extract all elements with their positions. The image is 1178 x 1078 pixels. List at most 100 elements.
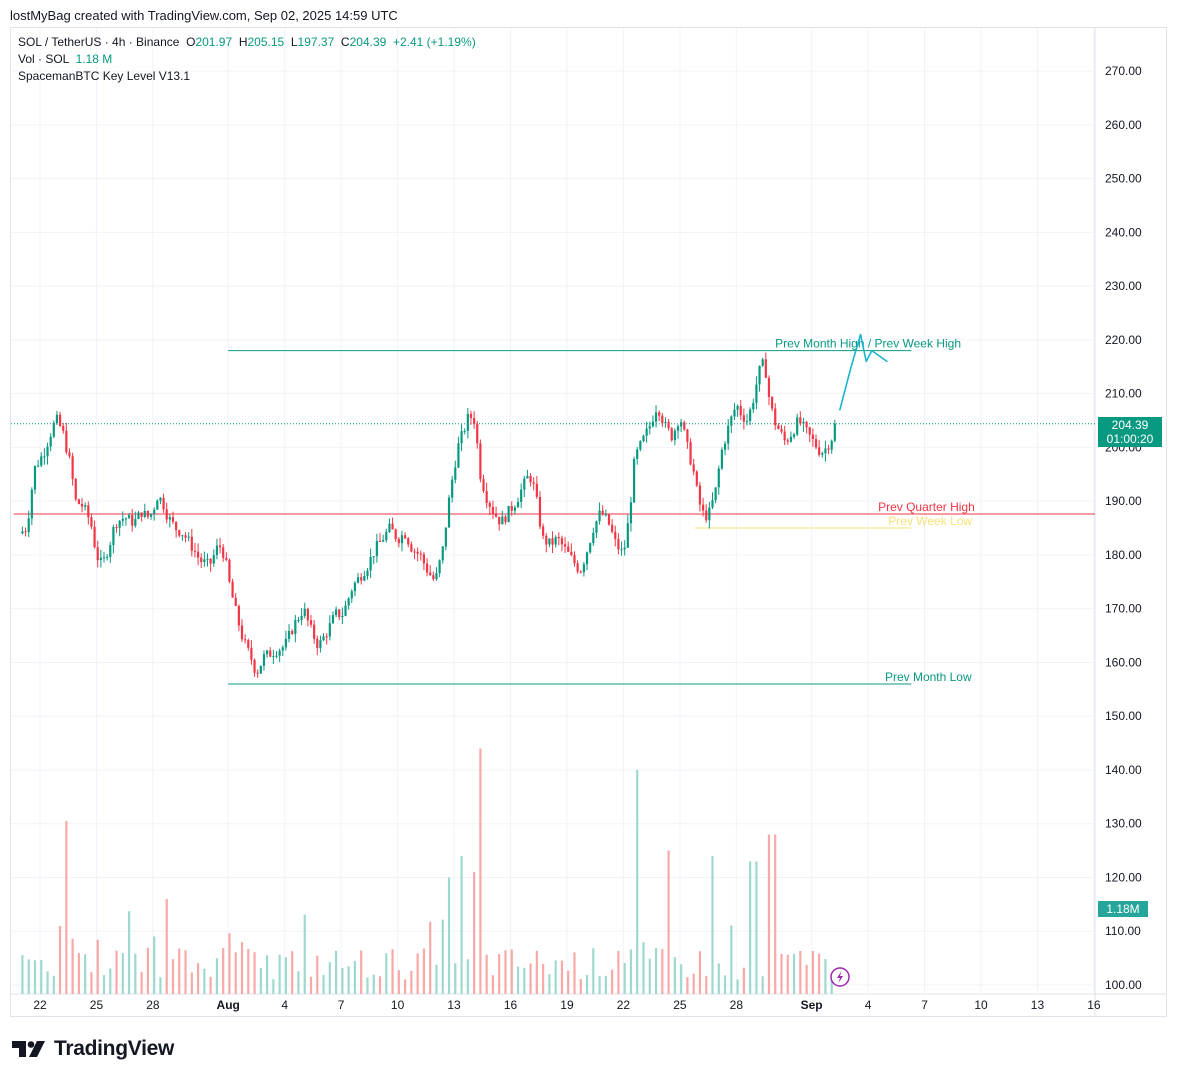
candle-body [764,359,767,378]
volume-bar [755,861,758,994]
candle-body [758,365,761,385]
volume-bar [65,821,68,994]
candle-body [526,475,529,479]
candle-body [77,499,80,504]
candle-body [742,415,745,422]
chart-frame[interactable] [10,27,1167,1017]
candle-body [394,529,397,540]
time-tick-label: 25 [673,998,687,1012]
brand-logo[interactable]: TradingView [12,1037,174,1061]
candle-body [350,591,353,599]
candle-body [253,659,256,673]
candle-body [670,428,673,441]
candle-body [636,449,639,460]
legend-high: 205.15 [247,35,285,49]
candle-body [331,615,335,624]
candle-body [237,605,240,626]
legend-open: 201.97 [195,35,233,49]
candle-body [745,421,749,423]
candle-body [554,537,557,545]
candle-body [360,577,363,581]
candle-body [58,414,62,426]
candle-body [720,449,724,469]
volume-bar [404,979,407,994]
candle-body [617,538,620,550]
candle-body [438,560,441,574]
candle-body [667,422,670,429]
candle-body [535,483,538,497]
volume-bar [146,947,150,994]
volume-bar [717,963,720,994]
price-tick-label: 210.00 [1105,387,1142,401]
candle-body [159,497,162,501]
volume-bar [686,977,689,994]
candle-body [592,532,595,544]
candle-body [473,417,476,424]
volume-bar [573,952,576,994]
time-tick-label: 7 [921,998,928,1012]
candlesticks [21,352,836,678]
candle-body [275,655,278,657]
volume-bar [579,978,582,994]
volume-bar [353,960,357,994]
candle-body [391,523,394,530]
volume-bar [58,925,62,994]
volume-bar [454,963,457,994]
candle-body [109,545,112,557]
candle-body [824,448,827,454]
candle-body [244,639,247,641]
volume-bar [792,953,796,994]
candle-body [777,425,780,430]
candle-body [322,636,325,641]
price-tick-label: 270.00 [1105,64,1142,78]
candle-body [557,537,560,539]
volume-bar [535,950,538,994]
candle-body [799,417,802,424]
time-tick-label: 4 [865,998,872,1012]
candle-body [432,575,435,580]
time-tick-label: 10 [391,998,405,1012]
volume-bar [372,974,375,994]
candle-body [821,453,824,455]
candle-body [498,516,501,525]
candle-body [203,559,206,563]
candle-body [802,421,805,424]
volume-bar [435,964,438,994]
candle-body [206,558,209,560]
volume-bar [774,834,777,994]
candle-body [582,564,585,573]
candle-body [601,510,604,515]
volume-bar [178,948,181,994]
candle-body [341,615,344,618]
candle-body [388,523,391,532]
candle-body [347,598,350,606]
volume-bar [190,972,193,994]
candle-body [55,414,59,423]
legend-close: 204.39 [349,35,387,49]
time-tick-label: 4 [281,998,288,1012]
legend-change: +2.41 (+1.19%) [392,35,476,49]
time-tick-label: 28 [146,998,160,1012]
candle-body [761,359,764,366]
price-tick-label: 180.00 [1105,548,1142,562]
candle-body [648,426,651,429]
candle-body [695,471,698,486]
volume-bar [222,948,225,994]
candle-body [87,505,90,518]
candle-body [680,422,683,427]
time-tick-label: 25 [90,998,104,1012]
candle-body [429,572,432,576]
candle-body [730,416,733,426]
candle-body [469,413,473,418]
candle-body [287,631,291,639]
time-tick-label: 7 [338,998,345,1012]
volume-bar [466,959,469,994]
time-tick-label: 16 [504,998,518,1012]
volume-bar [278,954,281,994]
candle-body [510,506,513,511]
volume-bar [604,975,607,994]
candle-body [683,422,686,430]
candle-body [661,415,664,424]
volume-bar [460,855,463,994]
